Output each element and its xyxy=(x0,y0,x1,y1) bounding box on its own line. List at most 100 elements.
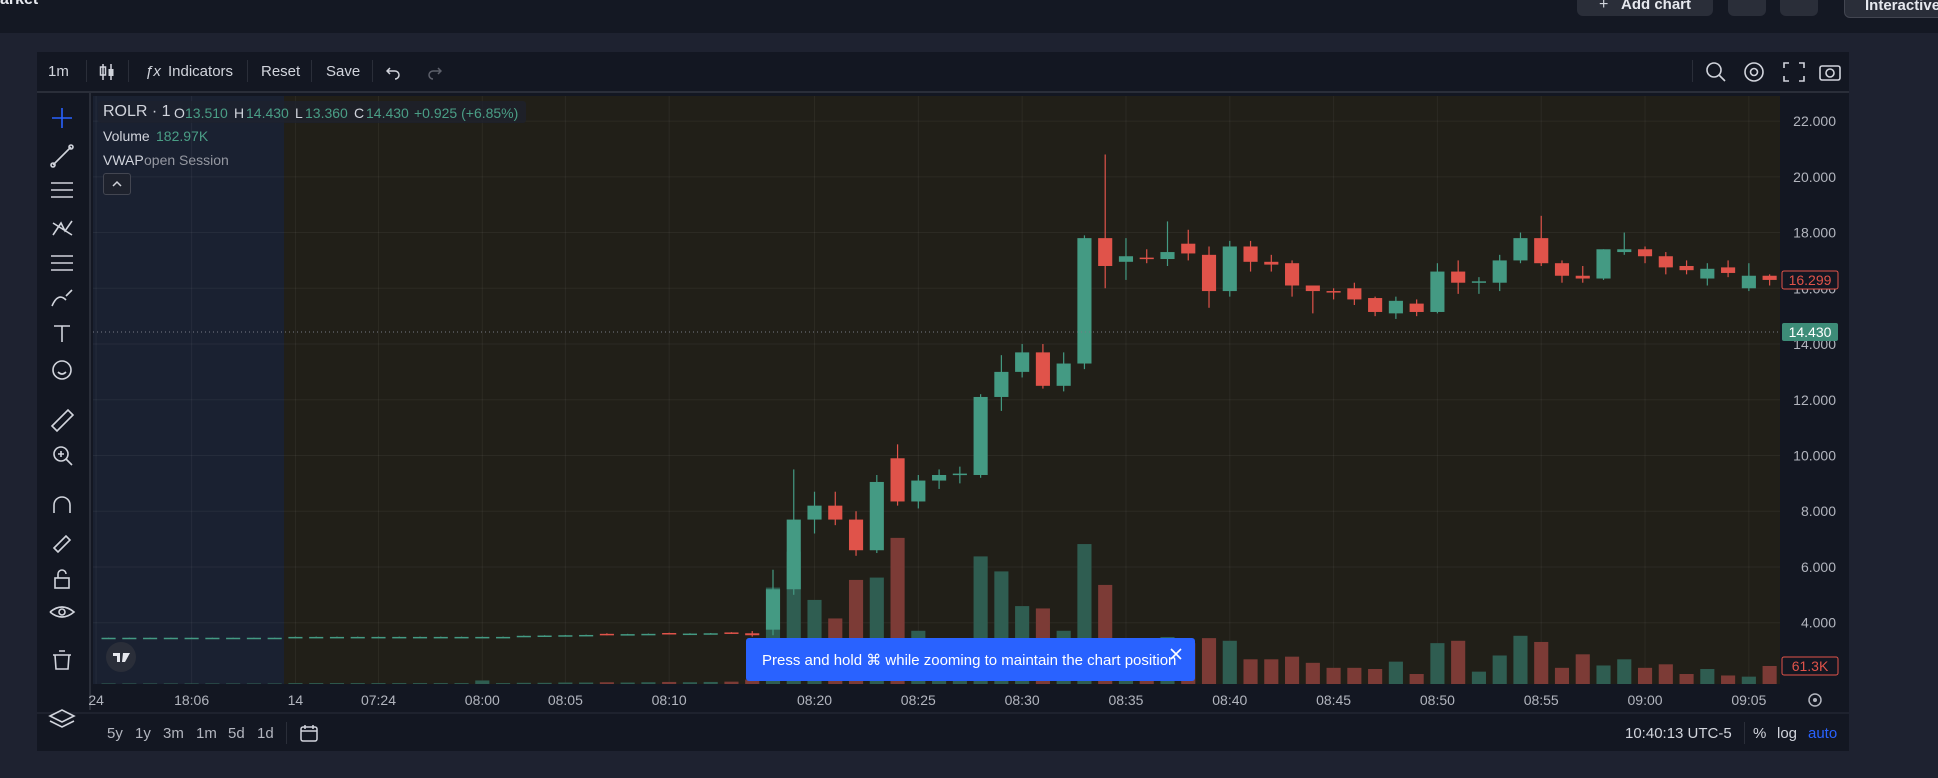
candle-body xyxy=(1617,249,1632,253)
x-tick-label: 08:10 xyxy=(652,692,687,708)
candle-body xyxy=(890,458,905,502)
price-line-box xyxy=(1782,323,1838,342)
x-tick-label: 08:35 xyxy=(1108,692,1143,708)
candle-body xyxy=(952,473,967,476)
reset-button[interactable]: Reset xyxy=(261,63,301,80)
indicators-button[interactable]: Indicators xyxy=(168,63,234,80)
candle-body xyxy=(143,637,158,640)
range-button[interactable]: 1y xyxy=(135,725,151,742)
candle-body xyxy=(1160,252,1175,260)
candle-body xyxy=(1181,243,1196,254)
candle-body xyxy=(579,634,594,637)
undo-redo[interactable] xyxy=(386,64,442,80)
candle-body xyxy=(1056,363,1071,386)
candle-body xyxy=(1243,246,1258,262)
candle-body xyxy=(412,636,428,639)
legend-volume-value: 182.97K xyxy=(156,128,209,144)
volume-bar xyxy=(558,682,573,684)
x-tick-label: 08:25 xyxy=(901,692,936,708)
volume-bar xyxy=(579,682,594,684)
range-button[interactable]: 1d xyxy=(257,725,274,742)
candle-body xyxy=(516,635,531,638)
legend-o-label: O xyxy=(174,105,185,121)
candle-body xyxy=(1575,275,1590,279)
x-tick-label: 08:40 xyxy=(1212,692,1247,708)
y-tick-label: 18.000 xyxy=(1793,225,1836,241)
volume-bar xyxy=(309,683,324,684)
volume-bar xyxy=(1637,667,1653,684)
candle-body xyxy=(1471,281,1486,283)
last-volume-box xyxy=(1781,656,1839,676)
candle-body xyxy=(828,505,843,520)
volume-bar xyxy=(682,682,697,684)
legend-symbol: ROLR · 1 xyxy=(103,103,171,120)
chart-type-icon[interactable] xyxy=(98,62,116,82)
separator xyxy=(1744,722,1745,744)
volume-bar xyxy=(1368,669,1383,684)
legend-l-value: 13.360 xyxy=(305,105,348,121)
volume-bar xyxy=(475,680,490,684)
tv-logo xyxy=(106,642,136,672)
legend-vwap-value: open Session xyxy=(144,152,229,168)
range-button[interactable]: 5y xyxy=(107,725,123,742)
legend-c-label: C xyxy=(354,105,365,121)
right-toolbar-icons[interactable] xyxy=(1704,60,1844,84)
candle-body xyxy=(184,637,199,640)
y-tick-label: 20.000 xyxy=(1793,169,1836,185)
mode-button[interactable]: Interactive xyxy=(1844,0,1938,18)
candle-body xyxy=(1492,260,1507,283)
page-title: arket xyxy=(0,0,38,9)
range-button[interactable]: 1m xyxy=(196,725,217,742)
left-toolbar-icons[interactable] xyxy=(48,108,76,728)
candle-body xyxy=(1222,246,1237,292)
icon-button[interactable] xyxy=(1728,0,1766,16)
interval-button[interactable]: 1m xyxy=(48,63,69,80)
volume-bar xyxy=(1554,667,1570,684)
candle-body xyxy=(994,371,1009,397)
candle-body xyxy=(1015,352,1030,372)
candle-body xyxy=(1285,263,1300,286)
settings-icon[interactable] xyxy=(1808,693,1822,707)
legend-background xyxy=(98,101,526,123)
volume-bar xyxy=(288,683,303,684)
volume-bar xyxy=(703,681,718,684)
candle-body xyxy=(1762,275,1777,280)
add-chart-button[interactable]: + Add chart xyxy=(1577,0,1713,16)
candle-body xyxy=(1368,298,1383,312)
x-tick-label: 09:05 xyxy=(1731,692,1766,708)
log-toggle[interactable]: log xyxy=(1777,725,1798,742)
volume-bar xyxy=(1347,667,1362,684)
volume-bar xyxy=(724,681,739,684)
range-button[interactable]: 5d xyxy=(228,725,245,742)
candle-body xyxy=(1201,254,1217,292)
icon-button[interactable] xyxy=(1780,0,1818,16)
x-tick-label: 08:45 xyxy=(1316,692,1351,708)
x-tick-label: 24 xyxy=(88,692,104,708)
volume-bar xyxy=(1326,667,1341,684)
plot-background xyxy=(93,96,1780,684)
volume-bar xyxy=(496,683,511,684)
volume-bar xyxy=(516,682,531,684)
range-button[interactable]: 3m xyxy=(163,725,184,742)
date-range-icon[interactable] xyxy=(299,723,319,743)
auto-toggle[interactable]: auto xyxy=(1808,725,1838,742)
candle-body xyxy=(1741,275,1756,289)
x-tick-label: 14 xyxy=(288,692,304,708)
candle-body xyxy=(1264,261,1279,265)
percent-toggle[interactable]: % xyxy=(1753,725,1767,742)
candle-body xyxy=(288,636,303,639)
collapse-button[interactable] xyxy=(103,173,131,195)
candle-body xyxy=(1098,238,1113,266)
volume-bar xyxy=(1305,662,1320,684)
y-tick-label: 22.000 xyxy=(1793,113,1836,129)
candle-body xyxy=(1305,285,1320,292)
toast-text: Press and hold ⌘ while zooming to mainta… xyxy=(762,652,1177,669)
candle-body xyxy=(122,637,137,640)
volume-bar xyxy=(122,683,137,684)
volume-bar xyxy=(184,683,199,684)
candle-body xyxy=(1035,352,1050,386)
save-button[interactable]: Save xyxy=(326,63,361,80)
toast-close[interactable] xyxy=(1169,647,1183,661)
volume-bar xyxy=(745,679,760,684)
